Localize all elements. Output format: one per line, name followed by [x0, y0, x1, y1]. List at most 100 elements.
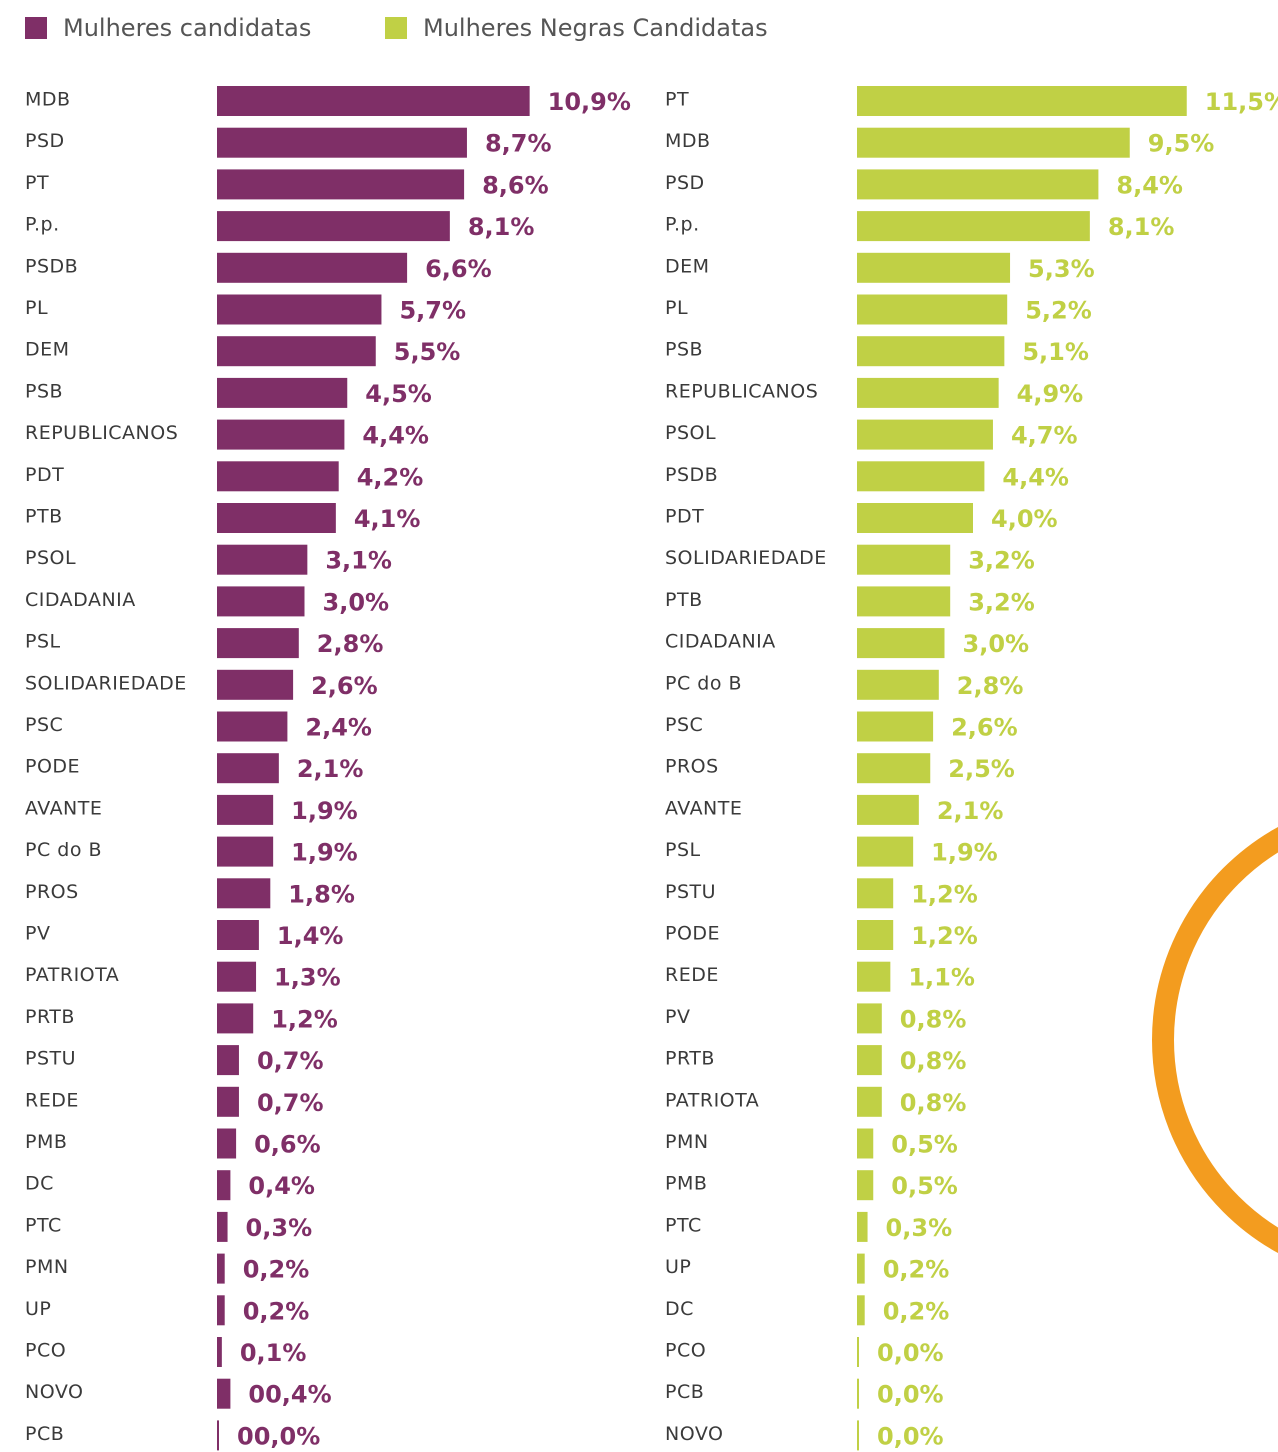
category-label: REDE — [25, 1089, 79, 1111]
value-label: 5,3% — [1028, 255, 1095, 283]
value-label: 0,3% — [246, 1214, 313, 1242]
bar — [857, 1253, 865, 1284]
value-label: 0,0% — [877, 1339, 944, 1367]
bar — [217, 503, 336, 533]
value-label: 8,6% — [482, 171, 549, 199]
bar — [217, 461, 339, 492]
value-label: 8,1% — [468, 213, 535, 241]
category-label: CIDADANIA — [665, 631, 776, 653]
category-label: NOVO — [665, 1423, 723, 1445]
category-label: PCO — [665, 1340, 706, 1362]
value-label: 00,0% — [237, 1422, 320, 1450]
bar — [857, 211, 1090, 242]
category-label: PRTB — [25, 1006, 75, 1028]
category-label: PL — [25, 297, 48, 319]
bar — [857, 1378, 859, 1409]
value-label: 0,4% — [248, 1172, 315, 1200]
bar — [857, 419, 993, 450]
bar — [857, 336, 1005, 367]
category-label: PATRIOTA — [25, 964, 119, 986]
category-label: PSTU — [665, 881, 716, 903]
value-label: 1,1% — [908, 964, 975, 992]
value-label: 1,2% — [911, 922, 978, 950]
value-label: 5,1% — [1022, 338, 1089, 366]
category-label: PMB — [25, 1131, 67, 1153]
value-label: 3,2% — [968, 588, 1035, 616]
bar — [857, 669, 939, 700]
category-label: PMN — [665, 1131, 709, 1153]
bar — [217, 1045, 239, 1076]
category-label: PV — [665, 1006, 690, 1028]
bar — [857, 711, 934, 742]
category-label: PL — [665, 297, 688, 319]
bar — [217, 753, 279, 784]
category-label: PCB — [25, 1423, 64, 1445]
value-label: 0,7% — [257, 1047, 324, 1075]
legend-swatch — [25, 17, 47, 39]
bar — [217, 1086, 239, 1117]
bar — [217, 961, 257, 992]
value-label: 3,0% — [323, 588, 390, 616]
category-label: REDE — [665, 964, 719, 986]
category-label: PSL — [25, 631, 61, 653]
category-label: PSOL — [25, 547, 76, 569]
bar — [857, 1045, 882, 1076]
category-label: PC do B — [665, 672, 742, 694]
value-label: 4,0% — [991, 505, 1058, 533]
category-label: PSTU — [25, 1048, 76, 1070]
bar — [857, 628, 945, 659]
bar — [857, 1420, 859, 1451]
category-label: MDB — [665, 130, 711, 152]
bar — [857, 961, 891, 992]
bar — [217, 377, 348, 408]
bar — [217, 878, 271, 909]
value-label: 5,7% — [399, 297, 466, 325]
bar — [857, 1337, 859, 1367]
legend-label: Mulheres Negras Candidatas — [423, 14, 768, 42]
value-label: 0,5% — [891, 1131, 958, 1159]
value-label: 4,1% — [354, 505, 421, 533]
value-label: 10,9% — [548, 88, 631, 116]
value-label: 11,5% — [1205, 88, 1278, 116]
bar — [217, 1295, 225, 1326]
bar — [217, 294, 382, 325]
bar — [217, 252, 408, 283]
value-label: 8,4% — [1116, 171, 1183, 199]
category-label: PRTB — [665, 1048, 715, 1070]
value-label: 1,4% — [277, 922, 344, 950]
bar — [857, 461, 985, 492]
category-label: PSC — [25, 714, 63, 736]
category-label: PROS — [25, 881, 79, 903]
category-label: PATRIOTA — [665, 1089, 759, 1111]
bar — [857, 920, 894, 950]
bar — [857, 586, 951, 617]
category-label: PC do B — [25, 839, 102, 861]
value-label: 8,1% — [1108, 213, 1175, 241]
value-label: 2,1% — [937, 797, 1004, 825]
value-label: 0,2% — [243, 1256, 310, 1284]
bar — [217, 1128, 237, 1159]
category-label: NOVO — [25, 1381, 83, 1403]
value-label: 4,7% — [1011, 422, 1078, 450]
value-label: 2,6% — [951, 714, 1018, 742]
category-label: PTB — [665, 589, 703, 611]
value-label: 4,4% — [1002, 463, 1069, 491]
category-label: PT — [25, 172, 49, 194]
bar — [217, 1211, 228, 1242]
bar — [857, 753, 931, 784]
bar — [857, 252, 1011, 283]
decorative-arc — [1152, 827, 1278, 1253]
bar — [857, 1128, 874, 1159]
bar — [217, 336, 376, 367]
category-label: PTC — [665, 1214, 702, 1236]
category-label: PSDB — [25, 255, 78, 277]
bar — [217, 586, 305, 617]
bar — [217, 544, 308, 575]
value-label: 1,9% — [291, 797, 358, 825]
value-label: 8,7% — [485, 130, 552, 158]
bar — [857, 1295, 865, 1326]
bar — [217, 1378, 231, 1409]
value-label: 9,5% — [1148, 130, 1215, 158]
value-label: 4,9% — [1017, 380, 1084, 408]
value-label: 0,6% — [254, 1131, 321, 1159]
